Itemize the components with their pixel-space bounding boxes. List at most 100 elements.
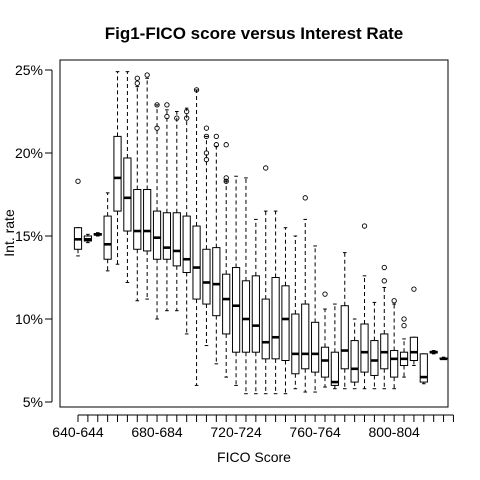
outlier-point <box>154 125 160 131</box>
iqr-box <box>271 277 280 360</box>
outlier-point <box>223 175 229 181</box>
box-675-679 <box>143 72 152 300</box>
outlier-point <box>381 264 387 271</box>
outlier-point <box>154 102 160 108</box>
outlier-point <box>223 178 229 184</box>
outlier-point <box>184 108 190 115</box>
outlier-point <box>184 115 190 121</box>
box-645-649 <box>83 233 92 244</box>
iqr-box <box>172 212 181 267</box>
box-710-714 <box>212 133 221 365</box>
y-axis: 5% 10% 15% 20% 25% <box>15 62 53 410</box>
iqr-box <box>360 323 369 373</box>
outlier-point <box>322 291 328 297</box>
box-755-759 <box>301 195 310 393</box>
box-655-659 <box>103 192 112 272</box>
box-820-824 <box>429 350 438 355</box>
x-axis-label: FICO Score <box>217 449 291 465</box>
iqr-box <box>409 336 419 362</box>
box-825-829 <box>439 356 448 361</box>
boxes-group <box>73 71 448 395</box>
y-tick-label: 10% <box>15 311 43 327</box>
plot-frame <box>59 59 449 408</box>
box-660-664 <box>113 71 122 265</box>
iqr-box <box>281 285 290 361</box>
y-tick-label: 20% <box>15 145 43 161</box>
box-725-729 <box>241 177 251 395</box>
outlier-point <box>134 75 140 81</box>
iqr-box <box>192 225 201 300</box>
box-795-799 <box>380 264 389 390</box>
outlier-point <box>203 150 210 156</box>
iqr-box <box>152 210 162 260</box>
iqr-box <box>202 248 211 305</box>
outlier-point <box>223 142 229 148</box>
box-680-684 <box>152 102 162 320</box>
outlier-point <box>381 278 387 284</box>
iqr-box <box>370 340 379 376</box>
outlier-point <box>203 133 210 140</box>
iqr-box <box>143 189 152 252</box>
outlier-point <box>193 87 200 93</box>
box-735-739 <box>261 165 270 395</box>
box-775-779 <box>340 252 349 390</box>
box-790-794 <box>370 301 379 390</box>
box-785-789 <box>360 223 369 390</box>
chart-title: Fig1-FICO score versus Interest Rate <box>105 24 404 43</box>
iqr-box <box>251 275 260 353</box>
outlier-point <box>401 316 407 322</box>
iqr-box <box>390 350 399 378</box>
iqr-box <box>291 313 300 375</box>
box-805-809 <box>399 316 409 378</box>
iqr-box <box>103 215 112 260</box>
outlier-point <box>411 286 417 292</box>
box-800-804 <box>390 298 399 390</box>
iqr-box <box>350 340 359 383</box>
outlier-point <box>134 80 140 86</box>
iqr-box <box>311 321 320 373</box>
outlier-point <box>174 115 180 121</box>
outlier-point <box>401 322 407 329</box>
iqr-box <box>241 280 251 353</box>
iqr-box <box>123 157 132 232</box>
iqr-box <box>222 273 231 335</box>
outlier-point <box>203 156 210 163</box>
iqr-box <box>419 353 428 383</box>
box-740-744 <box>271 210 280 395</box>
outlier-point <box>263 165 269 171</box>
outlier-point <box>164 113 170 120</box>
box-810-814 <box>409 286 419 366</box>
outlier-point <box>213 142 219 148</box>
x-axis: 640-644 680-684 720-724 760-764 800-804 <box>52 414 454 440</box>
box-695-699 <box>182 107 191 335</box>
box-715-719 <box>222 142 231 378</box>
box-705-709 <box>202 125 211 347</box>
box-765-769 <box>320 291 330 388</box>
box-640-644 <box>73 178 83 257</box>
iqr-box <box>182 215 191 274</box>
outlier-point <box>75 178 81 184</box>
x-tick-label: 640-644 <box>52 424 104 440</box>
iqr-box <box>212 247 221 317</box>
y-axis-label: Int. rate <box>1 209 17 257</box>
box-670-674 <box>133 75 142 302</box>
iqr-box <box>320 346 330 378</box>
x-tick-label: 720-724 <box>210 424 262 440</box>
outlier-point <box>164 102 170 108</box>
box-690-694 <box>172 111 181 312</box>
iqr-box <box>113 135 122 212</box>
box-650-654 <box>93 232 102 237</box>
box-780-784 <box>350 318 359 390</box>
box-745-749 <box>281 227 290 395</box>
outlier-point <box>203 125 210 131</box>
box-700-704 <box>192 87 201 386</box>
box-730-734 <box>251 218 260 395</box>
iqr-box <box>340 305 349 370</box>
iqr-box <box>231 267 241 353</box>
iqr-box <box>261 298 270 360</box>
iqr-box <box>162 212 172 260</box>
x-tick-label: 760-764 <box>289 424 341 440</box>
iqr-box <box>133 189 142 250</box>
x-tick-label: 800-804 <box>368 424 420 440</box>
